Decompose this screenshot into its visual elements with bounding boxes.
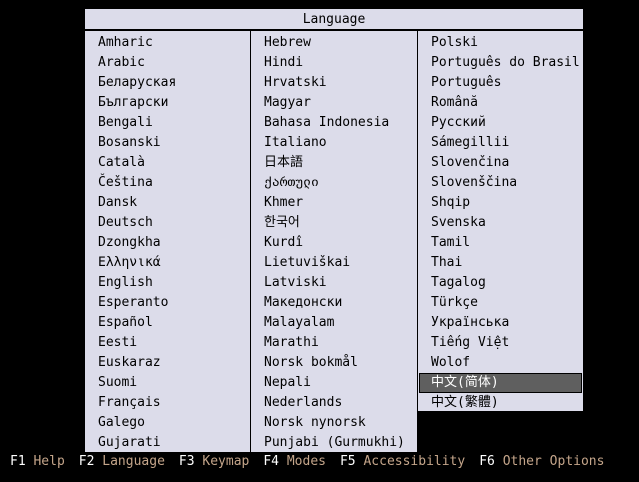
language-option[interactable]: Euskaraz [98,355,161,370]
language-option[interactable]: Português do Brasil [431,55,580,70]
language-option[interactable]: Nepali [264,375,311,390]
function-key-label[interactable]: Language [102,454,165,469]
language-option[interactable]: Khmer [264,195,304,210]
language-option[interactable]: Polski [431,35,478,50]
language-option[interactable]: Ελληνικά [98,255,161,270]
language-option[interactable]: Tagalog [431,275,486,290]
language-option[interactable]: Беларуская [98,75,177,90]
language-option[interactable]: Русский [431,115,486,130]
language-option[interactable]: Marathi [264,335,319,350]
language-option[interactable]: Hrvatski [264,75,327,90]
language-option[interactable]: Thai [431,255,463,270]
language-option[interactable]: Magyar [264,95,311,110]
language-option[interactable]: Dzongkha [98,235,161,250]
language-option[interactable]: Español [98,315,153,330]
language-option[interactable]: Shqip [431,195,471,210]
language-option[interactable]: Gujarati [98,435,161,450]
language-option[interactable]: Norsk nynorsk [264,415,366,430]
language-option[interactable]: Bengali [98,115,153,130]
language-option[interactable]: Eesti [98,335,138,350]
function-key-label[interactable]: Other Options [502,454,605,469]
language-column-2: Hebrew Hindi Hrvatski Magyar Bahasa Indonesi… [251,31,418,452]
function-key-f5[interactable]: F5 [339,454,356,469]
language-option[interactable]: 中文(繁體) [431,395,499,410]
language-option[interactable]: ქართული [264,175,319,190]
language-option[interactable]: Kurdî [264,235,304,250]
language-option[interactable]: Italiano [264,135,327,150]
language-option[interactable]: Română [431,95,478,110]
language-option[interactable]: Malayalam [264,315,335,330]
function-key-f3[interactable]: F3 [178,454,195,469]
function-key-bar: F1 Help F2 Language F3 Keymap F4 Modes F5 Ac… [10,452,618,472]
language-option[interactable]: Tamil [431,235,471,250]
language-option[interactable]: 中文(简体) [419,373,582,393]
language-option[interactable]: Slovenščina [431,175,518,190]
language-option[interactable]: Punjabi (Gurmukhi) [264,435,405,450]
function-key-label[interactable]: Accessibility [363,454,466,469]
language-option[interactable]: Nederlands [264,395,343,410]
language-option[interactable]: 日本語 [264,155,304,170]
language-option[interactable]: Hindi [264,55,304,70]
language-option[interactable]: Македонски [264,295,343,310]
language-column-3: Polski Português do Brasil Português Română… [418,31,584,411]
language-option[interactable]: Arabic [98,55,145,70]
dialog-title: Language [84,8,584,30]
language-option[interactable]: 한국어 [264,215,300,230]
language-option[interactable]: Hebrew [264,35,311,50]
language-option[interactable]: English [98,275,153,290]
function-key-f4[interactable]: F4 [263,454,280,469]
language-column-1: Amharic Arabic Беларуская Български Bengali B… [84,31,251,452]
language-option[interactable]: Português [431,75,502,90]
language-option[interactable]: Català [98,155,145,170]
function-key-label[interactable]: Modes [286,454,326,469]
language-option[interactable]: Wolof [431,355,471,370]
language-option[interactable]: Dansk [98,195,138,210]
language-option[interactable]: Bosanski [98,135,161,150]
language-option[interactable]: Amharic [98,35,153,50]
language-option[interactable]: Suomi [98,375,138,390]
function-key-f1[interactable]: F1 [10,454,26,469]
language-option[interactable]: Tiếng Việt [431,335,510,350]
language-dialog: Language Amharic Arabic Беларуская Българск… [84,8,584,452]
function-key-label[interactable]: Help [33,454,65,469]
language-option[interactable]: Bahasa Indonesia [264,115,390,130]
language-option[interactable]: Esperanto [98,295,169,310]
language-option[interactable]: Lietuviškai [264,255,351,270]
language-option[interactable]: Slovenčina [431,155,510,170]
language-option[interactable]: Čeština [98,175,153,190]
language-option[interactable]: Norsk bokmål [264,355,358,370]
language-option[interactable]: Български [98,95,169,110]
language-option[interactable]: Sámegillii [431,135,510,150]
language-option[interactable]: Svenska [431,215,486,230]
language-option[interactable]: Türkçe [431,295,478,310]
language-option[interactable]: Galego [98,415,145,430]
function-key-f2[interactable]: F2 [78,454,95,469]
function-key-label[interactable]: Keymap [202,454,250,469]
function-key-f6[interactable]: F6 [479,454,495,469]
language-option[interactable]: Français [98,395,161,410]
language-option[interactable]: Deutsch [98,215,153,230]
language-option[interactable]: Українська [431,315,510,330]
language-option[interactable]: Latviski [264,275,327,290]
